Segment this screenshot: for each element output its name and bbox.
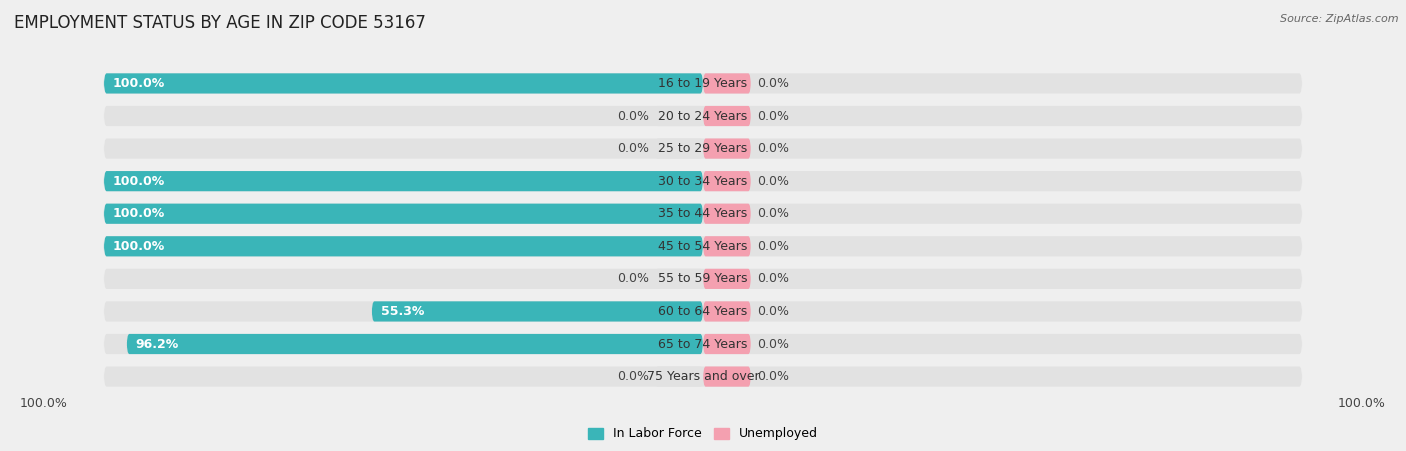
- FancyBboxPatch shape: [104, 204, 1302, 224]
- Text: 0.0%: 0.0%: [756, 305, 789, 318]
- FancyBboxPatch shape: [655, 269, 703, 289]
- FancyBboxPatch shape: [104, 106, 1302, 126]
- Text: 0.0%: 0.0%: [756, 272, 789, 285]
- FancyBboxPatch shape: [104, 171, 703, 191]
- FancyBboxPatch shape: [371, 301, 703, 322]
- FancyBboxPatch shape: [127, 334, 703, 354]
- FancyBboxPatch shape: [703, 204, 751, 224]
- FancyBboxPatch shape: [104, 74, 1302, 93]
- FancyBboxPatch shape: [655, 367, 703, 387]
- FancyBboxPatch shape: [104, 334, 1302, 354]
- Text: 0.0%: 0.0%: [756, 110, 789, 123]
- Text: 0.0%: 0.0%: [756, 77, 789, 90]
- Text: 0.0%: 0.0%: [617, 110, 650, 123]
- Text: 20 to 24 Years: 20 to 24 Years: [658, 110, 748, 123]
- FancyBboxPatch shape: [703, 301, 751, 322]
- Text: 0.0%: 0.0%: [617, 370, 650, 383]
- Text: 100.0%: 100.0%: [1339, 397, 1386, 410]
- FancyBboxPatch shape: [104, 236, 1302, 256]
- Text: 100.0%: 100.0%: [112, 77, 165, 90]
- Text: 100.0%: 100.0%: [112, 207, 165, 220]
- Text: 0.0%: 0.0%: [756, 175, 789, 188]
- Text: 100.0%: 100.0%: [112, 175, 165, 188]
- Text: 0.0%: 0.0%: [617, 272, 650, 285]
- Text: 25 to 29 Years: 25 to 29 Years: [658, 142, 748, 155]
- FancyBboxPatch shape: [104, 204, 703, 224]
- Text: 96.2%: 96.2%: [135, 337, 179, 350]
- Text: 0.0%: 0.0%: [756, 370, 789, 383]
- Text: 45 to 54 Years: 45 to 54 Years: [658, 240, 748, 253]
- FancyBboxPatch shape: [703, 236, 751, 256]
- FancyBboxPatch shape: [104, 269, 1302, 289]
- Text: 75 Years and over: 75 Years and over: [647, 370, 759, 383]
- FancyBboxPatch shape: [655, 106, 703, 126]
- FancyBboxPatch shape: [104, 367, 1302, 387]
- Text: 30 to 34 Years: 30 to 34 Years: [658, 175, 748, 188]
- FancyBboxPatch shape: [104, 74, 703, 93]
- Text: 55.3%: 55.3%: [381, 305, 425, 318]
- FancyBboxPatch shape: [104, 138, 1302, 159]
- Text: EMPLOYMENT STATUS BY AGE IN ZIP CODE 53167: EMPLOYMENT STATUS BY AGE IN ZIP CODE 531…: [14, 14, 426, 32]
- Text: 0.0%: 0.0%: [756, 207, 789, 220]
- Text: 100.0%: 100.0%: [112, 240, 165, 253]
- FancyBboxPatch shape: [703, 269, 751, 289]
- Text: 0.0%: 0.0%: [756, 142, 789, 155]
- Text: 16 to 19 Years: 16 to 19 Years: [658, 77, 748, 90]
- Text: 0.0%: 0.0%: [756, 240, 789, 253]
- Text: 55 to 59 Years: 55 to 59 Years: [658, 272, 748, 285]
- FancyBboxPatch shape: [104, 301, 1302, 322]
- Text: 65 to 74 Years: 65 to 74 Years: [658, 337, 748, 350]
- Text: Source: ZipAtlas.com: Source: ZipAtlas.com: [1281, 14, 1399, 23]
- FancyBboxPatch shape: [703, 106, 751, 126]
- FancyBboxPatch shape: [703, 138, 751, 159]
- Text: 100.0%: 100.0%: [20, 397, 67, 410]
- Text: 60 to 64 Years: 60 to 64 Years: [658, 305, 748, 318]
- FancyBboxPatch shape: [703, 367, 751, 387]
- Text: 0.0%: 0.0%: [617, 142, 650, 155]
- FancyBboxPatch shape: [104, 236, 703, 256]
- FancyBboxPatch shape: [703, 171, 751, 191]
- FancyBboxPatch shape: [104, 171, 1302, 191]
- FancyBboxPatch shape: [655, 138, 703, 159]
- FancyBboxPatch shape: [703, 74, 751, 93]
- FancyBboxPatch shape: [703, 334, 751, 354]
- Legend: In Labor Force, Unemployed: In Labor Force, Unemployed: [583, 423, 823, 446]
- Text: 0.0%: 0.0%: [756, 337, 789, 350]
- Text: 35 to 44 Years: 35 to 44 Years: [658, 207, 748, 220]
